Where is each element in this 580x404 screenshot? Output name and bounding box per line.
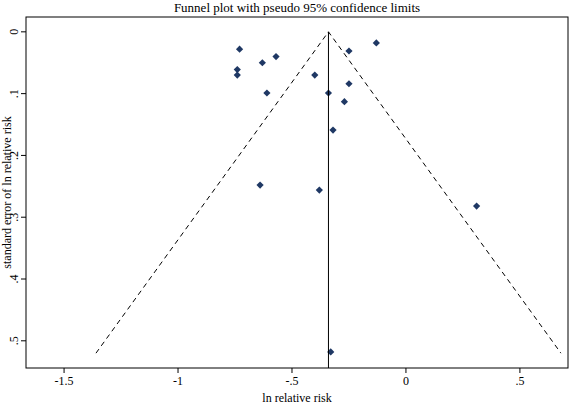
y-tick <box>21 155 26 156</box>
plot-frame <box>26 17 568 368</box>
study-point <box>272 53 279 60</box>
y-tick <box>21 279 26 280</box>
x-tick-label: -.5 <box>285 374 298 388</box>
study-point <box>263 89 270 96</box>
y-tick <box>21 31 26 32</box>
plot-area <box>96 32 561 368</box>
study-point <box>311 71 318 78</box>
x-tick <box>64 368 65 373</box>
title: Funnel plot with pseudo 95% confidence l… <box>174 0 420 15</box>
y-tick-label: .5 <box>7 336 21 345</box>
study-point <box>234 71 241 78</box>
x-tick-label: 0 <box>403 374 409 388</box>
study-point <box>236 46 243 53</box>
x-tick <box>519 368 520 373</box>
confidence-limit <box>96 32 561 353</box>
x-tick-label: .5 <box>515 374 524 388</box>
pooled-estimate <box>328 32 329 368</box>
y-tick <box>21 217 26 218</box>
study-point <box>329 126 336 133</box>
x-tick <box>291 368 292 373</box>
x-tick-label: -1.5 <box>55 374 74 388</box>
y-tick <box>21 93 26 94</box>
study-point <box>345 80 352 87</box>
x-tick <box>178 368 179 373</box>
study-point <box>259 59 266 66</box>
study-point <box>473 202 480 209</box>
study-point <box>256 181 263 188</box>
y-tick-label: .4 <box>7 275 21 284</box>
y-tick-label: .3 <box>7 213 21 222</box>
y-label: standard error of ln relative risk <box>0 116 14 268</box>
study-point <box>316 186 323 193</box>
x-label: ln relative risk <box>262 391 331 404</box>
study-point <box>345 47 352 54</box>
study-point <box>373 39 380 46</box>
y-tick-label: .2 <box>7 151 21 160</box>
y-tick <box>21 340 26 341</box>
study-point <box>341 98 348 105</box>
x-tick-label: -1 <box>173 374 183 388</box>
y-tick-label: .1 <box>7 89 21 98</box>
chart: Funnel plot with pseudo 95% confidence l… <box>0 0 580 404</box>
y-tick-label: 0 <box>7 29 21 35</box>
x-tick <box>405 368 406 373</box>
